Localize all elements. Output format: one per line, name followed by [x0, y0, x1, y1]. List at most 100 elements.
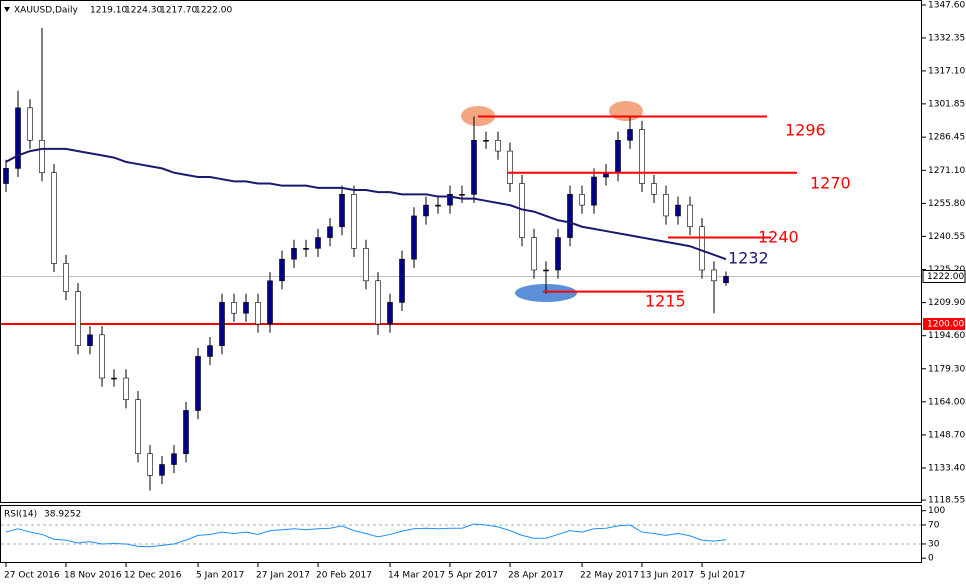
candle-body [327, 226, 333, 238]
annotation: 1240 [758, 228, 799, 247]
price-box [922, 269, 966, 283]
candle-body [471, 139, 477, 195]
annotation: 1270 [810, 174, 851, 193]
candle-body [351, 194, 357, 249]
candle-body [711, 269, 717, 282]
menu-arrow[interactable] [4, 7, 10, 12]
x-tick-label: 27 Jan 2017 [256, 571, 310, 581]
y-tick-label: 1286.45 [928, 133, 965, 143]
x-tick-label: 27 Oct 2016 [4, 571, 60, 581]
candle-body [567, 194, 573, 238]
ohlc-value: 1219.10 [90, 6, 127, 16]
y-tick-label: 30 [928, 539, 940, 549]
candle-body [387, 302, 393, 325]
y-tick-label: 1133.40 [928, 463, 965, 473]
x-tick-label: 5 Jul 2017 [700, 571, 745, 581]
candle-body [543, 269, 549, 272]
y-tick-label: 1347.60 [928, 0, 965, 10]
y-tick-label: 1118.55 [928, 496, 965, 506]
candle-body [75, 291, 81, 346]
x-tick-label: 12 Dec 2016 [124, 571, 182, 581]
ma-line [5, 147, 727, 261]
x-tick-label: 18 Nov 2016 [64, 571, 122, 581]
y-tick-label: 1148.70 [928, 430, 965, 440]
rsi-panel [0, 505, 922, 563]
candle-body [507, 150, 513, 184]
y-tick-label: 0 [928, 554, 934, 564]
candle-body [207, 345, 213, 357]
candle-body [459, 194, 465, 196]
y-tick-label: 1301.85 [928, 99, 965, 109]
symbol: XAUUSD,Daily [14, 6, 78, 16]
candle-body [447, 194, 453, 206]
candle-body [579, 194, 585, 206]
highlight [609, 101, 643, 121]
candle-body [279, 258, 285, 282]
annotation: 1232 [728, 249, 769, 268]
candle-body [423, 204, 429, 217]
rsi-label: RSI(14) [4, 510, 37, 520]
candle-body [219, 302, 225, 346]
y-tick-label: 1179.30 [928, 364, 965, 374]
candle-body [663, 194, 669, 217]
candle-body [363, 248, 369, 282]
ohlc-value: 1217.70 [160, 6, 197, 16]
candle-body [411, 215, 417, 260]
support-label: 1200.00 [927, 320, 964, 330]
candle-body [627, 129, 633, 141]
candle-body [615, 139, 621, 174]
candle-body [195, 356, 201, 411]
y-tick-label: 1209.90 [928, 298, 965, 308]
candle-body [159, 464, 165, 476]
candle-body [147, 453, 153, 476]
candle-body [651, 183, 657, 195]
candle-body [555, 237, 561, 271]
candle-body [51, 172, 57, 264]
x-tick-label: 22 May 2017 [580, 571, 639, 581]
candle-body [639, 129, 645, 184]
candle-body [687, 204, 693, 228]
candle-body [111, 377, 117, 380]
y-tick-label: 1164.00 [928, 397, 965, 407]
rsi-value: 38.9252 [44, 510, 81, 520]
candle-body [183, 410, 189, 455]
candle-body [483, 139, 489, 142]
candle-body [255, 302, 261, 325]
ohlc-value: 1222.00 [195, 6, 232, 16]
candle-body [399, 258, 405, 303]
rsi-line [5, 523, 727, 548]
candle-body [231, 302, 237, 314]
ohlc-value: 1224.30 [125, 6, 162, 16]
y-tick-label: 1317.10 [928, 66, 965, 76]
candle-body [135, 399, 141, 455]
candle-body [315, 237, 321, 249]
main-panel [0, 0, 922, 503]
candle-body [531, 237, 537, 271]
candle-body [123, 377, 129, 400]
y-tick-label: 70 [928, 520, 940, 530]
candle-body [435, 204, 441, 207]
candle-body [303, 248, 309, 250]
candle-body [243, 302, 249, 314]
y-tick-label: 1332.35 [928, 33, 965, 43]
candle-body [3, 168, 9, 184]
candle-body [375, 280, 381, 325]
y-tick-label: 100 [928, 506, 945, 516]
candle-body [87, 334, 93, 346]
x-tick-label: 20 Feb 2017 [316, 571, 372, 581]
candle-body [495, 139, 501, 152]
annotation: 1215 [645, 292, 686, 311]
annotation: 1296 [785, 121, 826, 140]
candle-body [27, 107, 33, 141]
candle-body [99, 334, 105, 379]
candle-body [699, 226, 705, 271]
candle-body [723, 276, 729, 284]
candle-body [15, 107, 21, 169]
support-box [923, 318, 965, 331]
candle-body [63, 263, 69, 292]
y-tick-label: 1271.10 [928, 166, 965, 176]
candle-body [675, 204, 681, 217]
candle-body [39, 139, 45, 174]
candle-body [291, 248, 297, 260]
